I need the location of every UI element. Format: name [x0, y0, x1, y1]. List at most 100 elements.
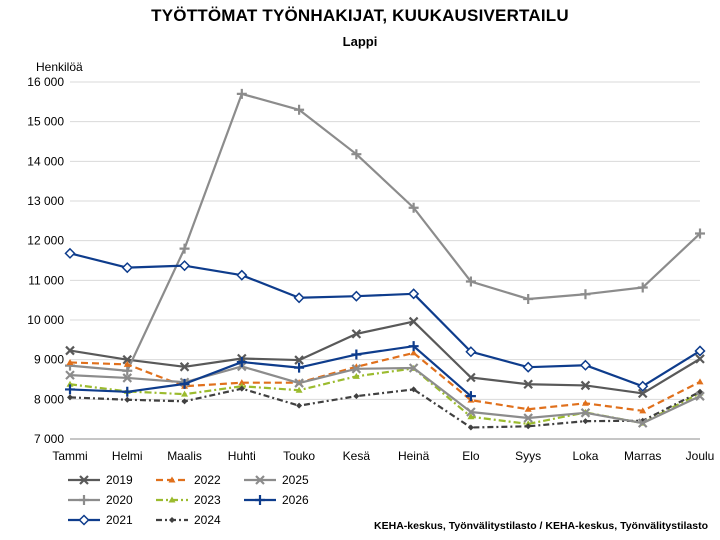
data-point — [122, 373, 133, 383]
data-point — [121, 262, 133, 274]
data-point — [524, 405, 532, 412]
series-2026 — [65, 341, 476, 402]
legend-swatch — [68, 495, 100, 505]
data-point — [467, 413, 475, 420]
data-point — [467, 424, 474, 431]
x-tick-label: Huhti — [228, 449, 256, 463]
data-point — [122, 354, 133, 365]
legend-label: 2026 — [282, 493, 309, 507]
x-tick-label: Loka — [572, 449, 598, 463]
data-point — [294, 355, 304, 365]
legend-label: 2022 — [194, 473, 221, 487]
x-tick-label: Elo — [462, 449, 480, 463]
line-chart: 7 000 8 000 9 000 10 000 11 000 12 000 13 000 1… — [27, 75, 714, 463]
chart-title: TYÖTTÖMAT TYÖNHAKIJAT, KUUKAUSIVERTAILU — [151, 6, 569, 25]
data-point — [67, 394, 73, 401]
data-point — [639, 407, 647, 414]
legend-swatch — [244, 475, 276, 485]
legend-swatch — [156, 496, 188, 503]
y-tick-label: 12 000 — [27, 234, 64, 248]
data-point — [408, 202, 419, 213]
data-point — [65, 345, 75, 356]
legend-swatch — [156, 476, 188, 483]
series-2019 — [65, 316, 705, 399]
data-point — [465, 276, 476, 287]
data-point — [579, 359, 592, 371]
y-tick-label: 9 000 — [34, 353, 64, 367]
legend-label: 2025 — [282, 473, 309, 487]
data-point — [581, 399, 589, 406]
data-point — [351, 349, 362, 360]
series-2024 — [67, 385, 703, 431]
data-point — [181, 390, 189, 397]
data-point — [65, 384, 75, 395]
series-line-2024 — [69, 387, 701, 429]
data-point — [122, 386, 133, 397]
data-point — [178, 260, 191, 272]
series-line-2023 — [69, 367, 701, 426]
data-point — [179, 378, 190, 389]
legend-marker — [255, 495, 265, 505]
data-point — [124, 396, 131, 403]
y-tick-label: 10 000 — [27, 313, 64, 327]
data-point — [523, 413, 533, 423]
data-point — [296, 402, 303, 409]
legend-marker — [79, 475, 89, 485]
data-point — [64, 247, 76, 259]
data-point — [351, 149, 362, 160]
data-point — [408, 316, 419, 327]
data-point — [523, 293, 534, 304]
data-point — [236, 88, 247, 99]
series-2020 — [65, 88, 705, 376]
data-point — [294, 104, 305, 115]
x-tick-label: Helmi — [112, 449, 143, 463]
data-point — [238, 385, 245, 392]
series-line-2020 — [69, 92, 701, 372]
legend-swatch — [68, 475, 100, 485]
data-point — [123, 360, 131, 367]
series-2021 — [64, 247, 706, 392]
series-line-2019 — [69, 320, 701, 395]
data-point — [466, 407, 476, 417]
x-tick-label: Heinä — [398, 449, 430, 463]
data-point — [525, 423, 532, 430]
legend-marker — [78, 514, 90, 526]
data-point — [522, 361, 534, 373]
legend-label: 2024 — [194, 513, 221, 527]
gridlines — [70, 81, 700, 440]
data-point — [466, 372, 476, 383]
data-point — [465, 391, 476, 402]
legend-swatch — [68, 514, 100, 526]
data-point — [408, 341, 419, 352]
data-point — [465, 346, 477, 358]
data-point — [66, 358, 74, 365]
data-point — [236, 269, 248, 281]
legend-marker — [168, 496, 176, 503]
legend-swatch — [156, 517, 188, 523]
y-tick-label: 16 000 — [27, 75, 64, 89]
data-point — [181, 398, 188, 405]
legend-label: 2020 — [106, 493, 133, 507]
data-point — [696, 378, 704, 385]
x-tick-label: Kesä — [343, 449, 371, 463]
x-tick-label: Tammi — [52, 449, 87, 463]
data-point — [694, 345, 706, 357]
data-point — [294, 378, 304, 388]
data-point — [408, 288, 420, 300]
y-tick-label: 11 000 — [28, 273, 64, 287]
data-point — [351, 329, 362, 339]
data-point — [695, 391, 705, 401]
data-point — [637, 418, 648, 428]
x-tick-label: Syys — [515, 449, 541, 463]
data-point — [236, 357, 247, 368]
legend-marker — [79, 495, 89, 505]
chart-legend: 2019 2020 2021 2022 2023 2024 2025 2026 — [66, 470, 309, 530]
y-axis-label: Henkilöä — [36, 60, 83, 74]
data-point — [523, 379, 533, 390]
data-point — [637, 380, 649, 392]
data-point — [410, 349, 418, 356]
data-point — [122, 365, 133, 376]
legend-marker — [168, 476, 176, 483]
legend-label: 2021 — [106, 513, 133, 527]
data-point — [580, 289, 591, 300]
